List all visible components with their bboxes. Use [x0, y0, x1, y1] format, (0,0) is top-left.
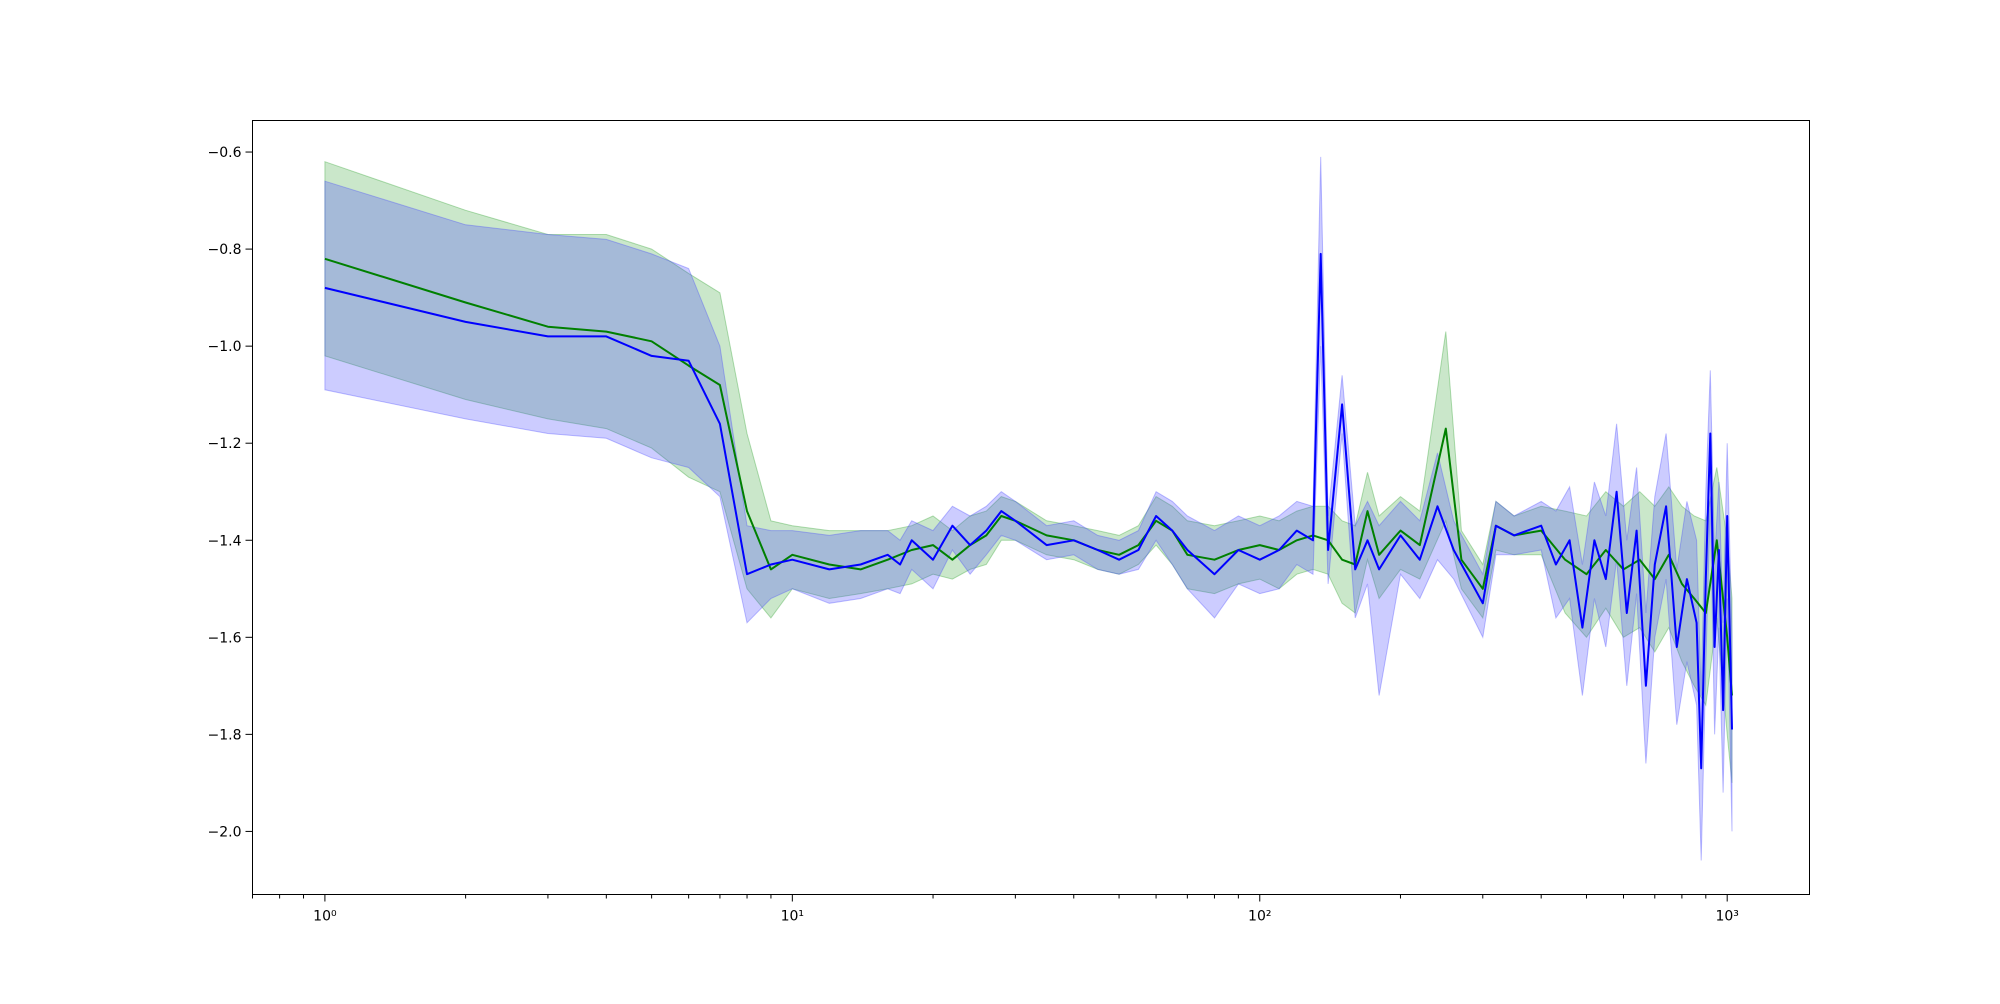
series-2-line — [324, 252, 1733, 770]
series-lines — [324, 252, 1733, 770]
y-tick-label: −1.2 — [208, 436, 242, 452]
confidence-bands — [324, 156, 1733, 861]
x-tick-label: 10³ — [1715, 909, 1738, 925]
x-axis: 10⁰ 10¹ 10² 10³ — [252, 894, 1739, 925]
series-2-band — [324, 156, 1733, 861]
x-tick-label: 10⁰ — [313, 909, 337, 925]
y-tick-label: −2.0 — [208, 824, 242, 840]
y-tick-label: −0.6 — [208, 145, 242, 161]
plot-frame — [252, 120, 1810, 895]
y-tick-label: −1.4 — [208, 533, 242, 549]
x-tick-label: 10¹ — [781, 909, 804, 925]
x-tick-label: 10² — [1248, 909, 1271, 925]
y-tick-label: −1.0 — [208, 339, 242, 355]
y-axis: −0.6 −0.8 −1.0 −1.2 −1.4 −1.6 −1.8 −2.0 — [208, 145, 253, 840]
y-tick-label: −1.8 — [208, 727, 242, 743]
series-1-band — [324, 160, 1733, 783]
y-tick-label: −1.6 — [208, 630, 242, 646]
y-tick-label: −0.8 — [208, 242, 242, 258]
